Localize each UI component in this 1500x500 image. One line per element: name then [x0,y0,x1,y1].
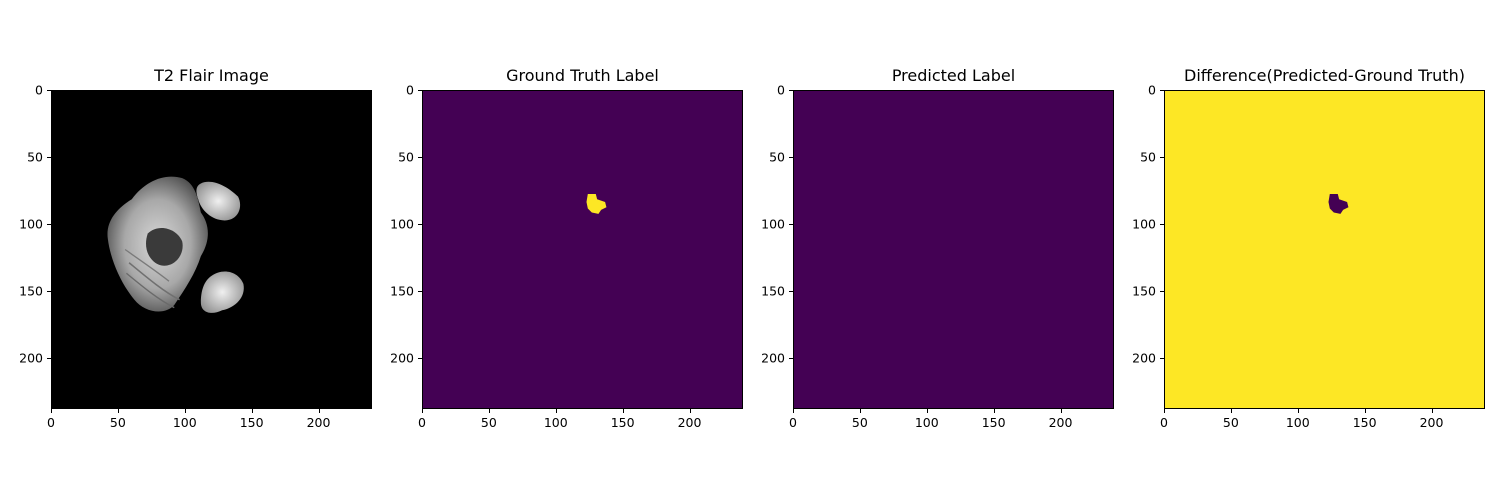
lower-lobe [200,271,244,313]
x-tick-label: 150 [239,415,264,430]
x-tick [51,409,52,413]
panel-image-4 [1328,194,1349,214]
y-tick-label: 200 [390,350,414,365]
y-tick-label: 200 [19,350,43,365]
y-tick-label: 50 [769,149,785,165]
y-tick [418,290,422,292]
y-tick-label: 0 [777,82,785,98]
x-tick-label: 0 [47,415,55,430]
x-tick [117,409,119,413]
y-tick [418,223,422,225]
y-tick [1160,290,1164,292]
panel-image-1 [107,176,244,313]
y-tick [1160,156,1164,158]
x-tick-label: 50 [480,415,497,430]
x-tick-label: 150 [981,415,1006,430]
y-tick [418,90,422,91]
x-tick [793,409,794,413]
x-tick-label: 150 [610,415,635,430]
y-tick [789,223,793,225]
x-tick [184,409,186,413]
y-tick [47,357,51,359]
y-tick [418,156,422,158]
y-tick [47,156,51,158]
x-tick [1060,409,1062,413]
y-tick-label: 150 [761,283,785,299]
x-tick [926,409,928,413]
x-tick-label: 50 [1222,415,1239,430]
x-tick-label: 200 [677,415,702,430]
x-tick [318,409,320,413]
x-tick-label: 100 [543,415,568,430]
x-tick [622,409,624,413]
image-panel-3 [793,90,1114,409]
x-tick [1297,409,1299,413]
y-tick [789,290,793,292]
panel-title-4: Difference(Predicted-Ground Truth) [1184,66,1465,85]
x-tick [1364,409,1366,413]
y-tick-label: 150 [1132,283,1156,299]
y-tick-label: 0 [1148,82,1156,98]
image-panel-1 [51,90,372,409]
x-tick-label: 100 [1285,415,1310,430]
ventricle-shadow [146,228,183,266]
y-tick [1160,223,1164,225]
y-tick [418,357,422,359]
lesion-region [586,194,607,214]
x-tick [555,409,557,413]
y-tick [789,357,793,359]
y-tick-label: 100 [19,216,43,232]
panel-image-3 [794,91,1113,408]
y-tick [789,90,793,91]
y-tick-label: 150 [19,283,43,299]
x-tick [422,409,423,413]
y-tick [47,90,51,91]
x-tick [488,409,490,413]
x-tick [251,409,253,413]
y-tick-label: 100 [390,216,414,232]
x-tick-label: 150 [1352,415,1377,430]
image-panel-4 [1164,90,1485,409]
panel-title-2: Ground Truth Label [506,66,659,85]
x-tick-label: 50 [851,415,868,430]
y-tick [47,223,51,225]
x-tick-label: 200 [306,415,331,430]
upper-lobe [196,181,241,221]
y-tick [47,290,51,292]
y-tick-label: 100 [1132,216,1156,232]
y-tick [789,156,793,158]
x-tick [1230,409,1232,413]
panel-image-2 [586,194,607,214]
lesion-region [1328,194,1349,214]
panel-title-3: Predicted Label [891,66,1016,85]
x-tick [993,409,995,413]
x-tick [689,409,691,413]
y-tick [1160,357,1164,359]
x-tick [1431,409,1433,413]
x-tick-label: 200 [1419,415,1444,430]
panel-title-1: T2 Flair Image [154,66,269,85]
x-tick-label: 0 [418,415,426,430]
x-tick-label: 0 [789,415,797,430]
y-tick-label: 50 [1140,149,1156,165]
y-tick-label: 200 [761,350,785,365]
y-tick-label: 50 [398,149,414,165]
x-tick-label: 100 [914,415,939,430]
y-tick [1160,90,1164,91]
y-tick-label: 150 [390,283,414,299]
x-tick-label: 100 [172,415,197,430]
y-tick-label: 200 [1132,350,1156,365]
x-tick-label: 0 [1160,415,1168,430]
image-panel-2 [422,90,743,409]
x-tick [1164,409,1165,413]
y-tick-label: 100 [761,216,785,232]
y-tick-label: 0 [35,82,43,98]
x-tick-label: 200 [1048,415,1073,430]
y-tick-label: 0 [406,82,414,98]
y-tick-label: 50 [27,149,43,165]
x-tick [859,409,861,413]
x-tick-label: 50 [109,415,126,430]
